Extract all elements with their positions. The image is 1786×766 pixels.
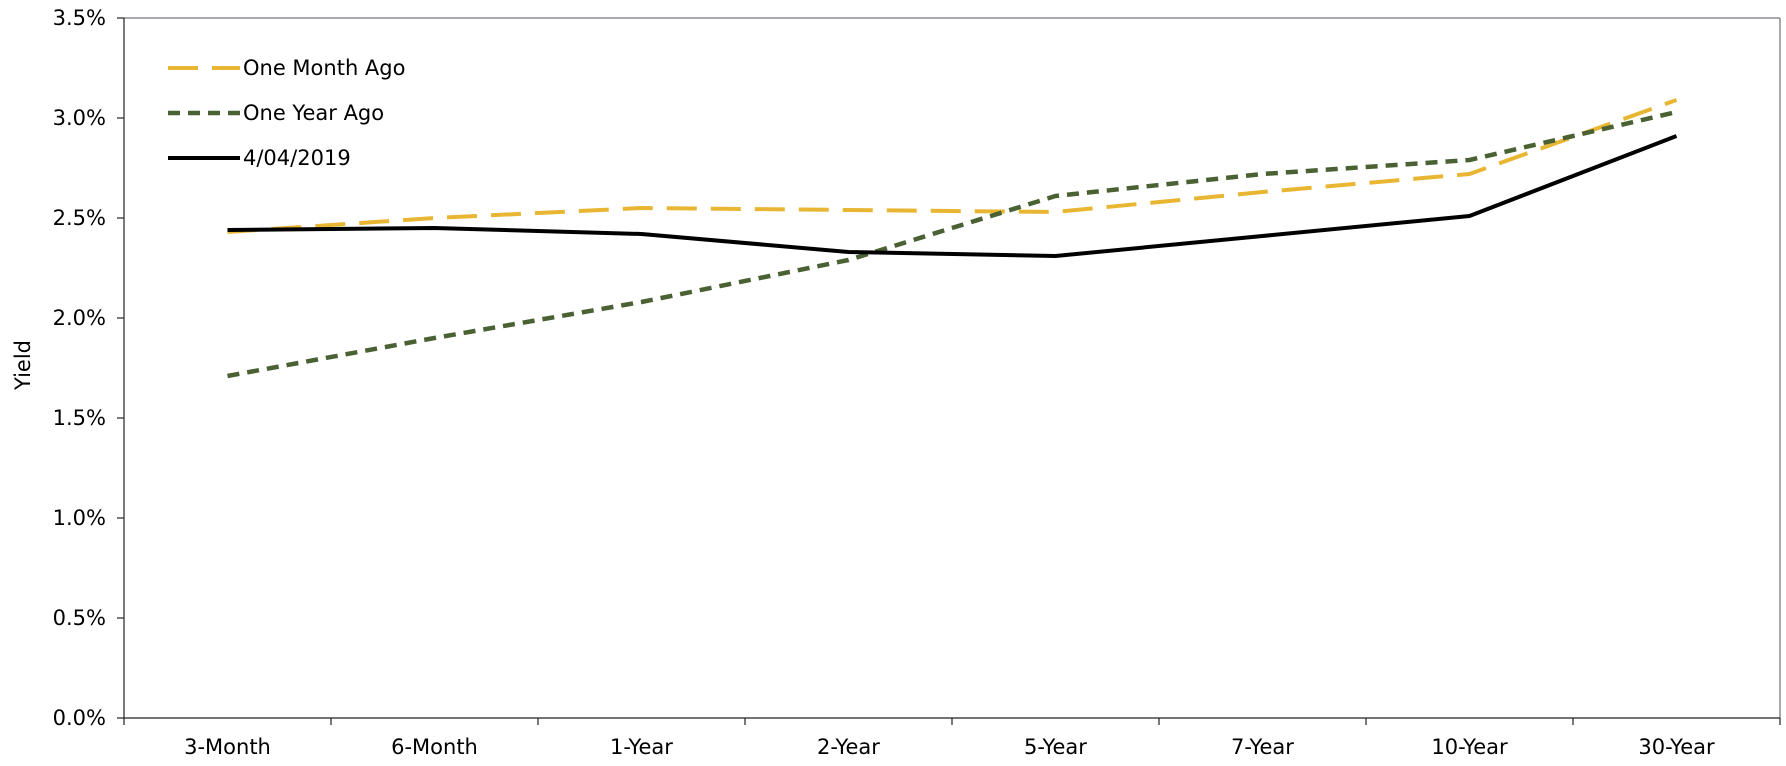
x-tick-label: 6-Month [391, 735, 478, 759]
legend-label: One Month Ago [243, 56, 405, 80]
y-tick-label: 1.5% [53, 406, 106, 430]
x-tick-label: 30-Year [1638, 735, 1715, 759]
legend-label: 4/04/2019 [243, 146, 351, 170]
y-tick-label: 0.0% [53, 706, 106, 730]
x-tick-label: 5-Year [1024, 735, 1087, 759]
x-tick-label: 1-Year [610, 735, 673, 759]
y-tick-label: 2.5% [53, 206, 106, 230]
series-line-one-year-ago [227, 109, 1678, 379]
y-tick-label: 2.0% [53, 306, 106, 330]
series-line-one-month-ago [227, 98, 1678, 234]
legend-label: One Year Ago [243, 101, 384, 125]
y-tick-label: 3.0% [53, 106, 106, 130]
x-tick-label: 7-Year [1231, 735, 1294, 759]
y-tick-label: 3.5% [53, 6, 106, 30]
y-tick-label: 0.5% [53, 606, 106, 630]
series-line-4-04-2019 [227, 134, 1678, 258]
x-tick-label: 2-Year [817, 735, 880, 759]
legend: One Month Ago One Year Ago 4/04/2019 [168, 56, 405, 170]
y-tick-label: 1.0% [53, 506, 106, 530]
x-axis: 3-Month 6-Month 1-Year 2-Year 5-Year 7-Year 10… [123, 718, 1781, 759]
x-tick-label: 3-Month [184, 735, 271, 759]
x-tick-label: 10-Year [1431, 735, 1508, 759]
plot-area [123, 17, 1781, 719]
y-axis-label: Yield [11, 340, 35, 391]
y-axis: 0.0% 0.5% 1.0% 1.5% 2.0% 2.5% 3.0% 3.5% [53, 6, 124, 730]
